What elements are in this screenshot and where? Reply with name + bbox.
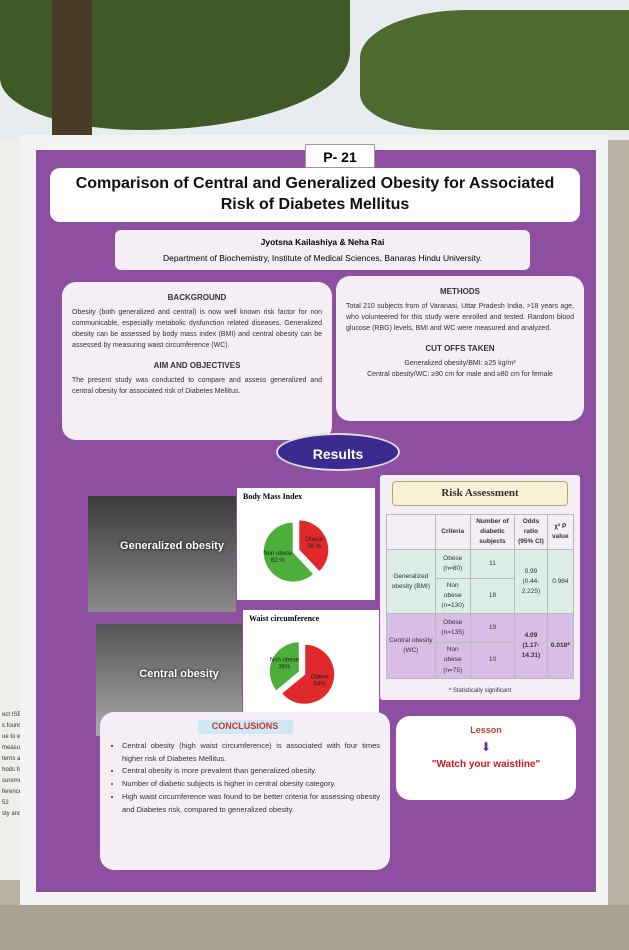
note: * Statistically significant xyxy=(448,687,512,694)
cell: Obese (n=135) xyxy=(434,613,471,644)
heading: CONCLUSIONS xyxy=(197,720,293,734)
heading: METHODS xyxy=(440,287,480,296)
risk-box: Risk Assessment Criteria Number of diabet… xyxy=(380,475,580,700)
slice-label: Obese 64% xyxy=(311,674,329,687)
side-text: hods for xyxy=(2,767,24,773)
column-header: Odds ratio (95% CI) xyxy=(514,514,548,551)
row: Central obesity (WC) Obese (n=135) 19 4.09 … xyxy=(386,613,575,679)
lesson-box: Lesson ⬇ "Watch your waistline" xyxy=(396,716,576,800)
blank xyxy=(386,514,436,551)
cell: Non obese (n=130) xyxy=(434,578,471,615)
photo-caption: Generalized obesity xyxy=(120,540,224,552)
side-text: ue to which xyxy=(2,734,33,740)
odds: 4.09 (1.17-14.31) xyxy=(514,613,548,679)
slice-name: Obese xyxy=(311,674,329,680)
background-box: BACKGROUND Obesity (both generalized and… xyxy=(62,282,332,440)
tree xyxy=(360,10,629,130)
heading: BACKGROUND xyxy=(167,293,227,302)
slice-value: 62 % xyxy=(271,558,285,564)
pie-slice xyxy=(262,521,315,583)
pie-title: Waist circumference xyxy=(249,614,320,623)
slice-name: Obese xyxy=(305,537,323,543)
group-name: Central obesity (WC) xyxy=(386,613,436,679)
pie-title: Body Mass Index xyxy=(243,492,303,501)
pie: Obese 38 % Non obese 62 % xyxy=(262,519,330,583)
affiliation: Department of Biochemistry, Institute of… xyxy=(162,253,483,263)
methods-box: METHODS Total 210 subjects from of Varan… xyxy=(336,276,584,421)
pie-slice xyxy=(268,641,300,692)
conclusion: High waist circumference was found to be… xyxy=(122,791,380,817)
lesson-heading: Lesson xyxy=(470,725,502,735)
paragraph: Total 210 subjects from of Varanasi, Utt… xyxy=(346,303,574,333)
cell: 18 xyxy=(469,578,516,615)
cell: Non obese (n=75) xyxy=(434,642,471,679)
authors: Jyotsna Kailashiya & Neha Rai xyxy=(260,237,385,247)
slice-name: Non obese xyxy=(263,551,293,557)
conclusions-box: CONCLUSIONS Central obesity (high waist … xyxy=(100,712,390,870)
side-text: ect ISE for xyxy=(2,712,31,718)
p-value: 0.018* xyxy=(546,613,575,679)
cell: 11 xyxy=(469,549,516,580)
cell: Obese (n=80) xyxy=(434,549,471,580)
lesson-text: "Watch your waistline" xyxy=(431,758,541,770)
column-header: Criteria xyxy=(434,514,471,551)
p-value: 0.984 xyxy=(546,549,575,615)
pie-slice xyxy=(280,643,336,705)
slice-label: Non obese 36% xyxy=(270,658,300,671)
pie-slice xyxy=(298,519,330,573)
conclusion: Number of diabetic subjects is higher in… xyxy=(122,778,380,791)
odds: 0.99 (0.44-2.225) xyxy=(514,549,548,615)
cutoff: Central obesity/WC: ≥90 cm for male and … xyxy=(367,371,553,379)
risk-table: Criteria Number of diabetic subjects Odds … xyxy=(386,514,575,679)
trunk xyxy=(52,0,92,135)
author-box: Jyotsna Kailashiya & Neha Rai Department… xyxy=(115,230,530,270)
cell: 19 xyxy=(469,613,516,644)
slice-label: Non obese 62 % xyxy=(263,551,293,564)
poster-tag: P- 21 xyxy=(305,144,375,168)
ground xyxy=(0,905,629,950)
column-header: χ² P value xyxy=(546,514,575,551)
paragraph: Obesity (both generalized and central) i… xyxy=(72,309,322,349)
cutoff: Generalized obesity/BMI: ≥25 kg/m² xyxy=(404,360,516,368)
pie-box: Waist circumference Obese 64% Non obese 36% xyxy=(243,610,379,718)
side-text: 52 xyxy=(2,800,9,806)
heading: AIM AND OBJECTIVES xyxy=(153,360,241,370)
photo: Generalized obesity xyxy=(88,496,236,612)
slice-label: Obese 38 % xyxy=(305,537,323,550)
heading: CUT OFFS TAKEN xyxy=(425,343,495,353)
title: Comparison of Central and Generalized Ob… xyxy=(50,168,580,222)
pie: Obese 64% Non obese 36% xyxy=(268,641,336,705)
group-name: Generalized obesity (BMI) xyxy=(386,549,436,615)
paragraph: The present study was conducted to compa… xyxy=(72,377,322,395)
row: Generalized obesity (BMI) Obese (n=80) 11 0… xyxy=(386,549,575,615)
slice-value: 36% xyxy=(278,665,291,671)
conclusion: Central obesity (high waist circumferenc… xyxy=(122,740,380,766)
photo-caption: Central obesity xyxy=(139,668,219,680)
side-text: s found to be xyxy=(2,723,37,729)
conclusion: Central obesity is more prevalent than g… xyxy=(122,765,380,778)
results-heading: Results xyxy=(276,433,400,471)
column-header: Number of diabetic subjects xyxy=(469,514,516,551)
cell: 10 xyxy=(469,642,516,679)
risk-heading: Risk Assessment xyxy=(392,481,568,507)
header-row: Criteria Number of diabetic subjects Odds … xyxy=(386,514,575,551)
arrow: ⬇ xyxy=(480,739,492,754)
slice-value: 38 % xyxy=(307,544,321,550)
slice-name: Non obese xyxy=(270,658,300,664)
slice-value: 64% xyxy=(314,681,327,687)
pie-box: Body Mass Index Obese 38 % Non obese 62 % xyxy=(237,488,375,600)
